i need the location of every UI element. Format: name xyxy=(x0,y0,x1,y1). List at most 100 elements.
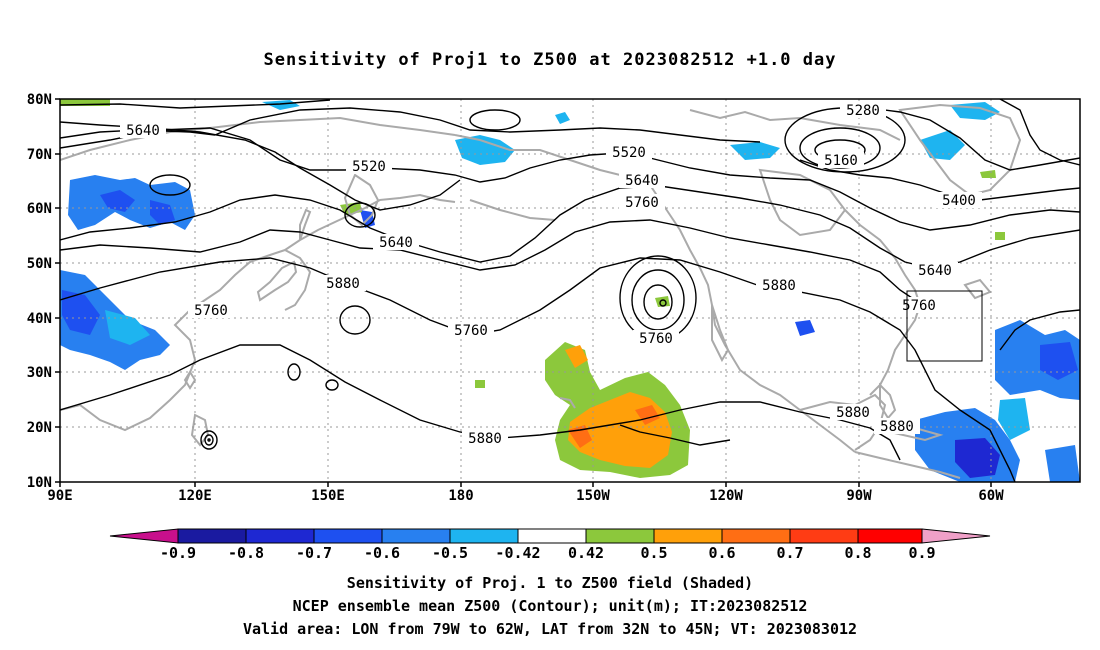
colorbar-cell xyxy=(789,528,859,544)
contour-label: 5640 xyxy=(126,123,160,139)
contour-5280-ring xyxy=(784,107,906,173)
contour-label: 5880 xyxy=(836,405,870,421)
contour-label: 5880 xyxy=(762,278,796,294)
shade-negative-siberia-core xyxy=(100,190,135,212)
colorbar-cell xyxy=(381,528,451,544)
colorbar-label: -0.9 xyxy=(160,544,196,562)
colorbar-label: -0.7 xyxy=(296,544,332,562)
lat-label: 40N xyxy=(27,311,52,327)
contour-siberia-low xyxy=(149,174,191,196)
shade-negative-atlantic-mid xyxy=(998,398,1030,440)
contour-gulf-trough xyxy=(619,424,731,446)
lon-axis-labels: 90E 120E 150E 180 150W 120W 90W 60W xyxy=(47,488,1004,504)
contour-cutoff-low-mid xyxy=(631,269,685,331)
lat-label: 80N xyxy=(27,92,52,108)
coast-taiwan xyxy=(183,370,197,390)
shade-negative-arctic3 xyxy=(730,142,780,160)
contour-5520 xyxy=(60,127,1080,231)
contour-label: 5280 xyxy=(846,103,880,119)
shade-positive-small6 xyxy=(995,232,1005,240)
contour-label: 5520 xyxy=(612,145,646,161)
coast-south-america xyxy=(854,451,961,479)
coast-kamchatka xyxy=(343,173,380,227)
coast-sakhalin xyxy=(299,208,312,241)
contour-pacific-high3 xyxy=(325,379,339,391)
lon-label: 90E xyxy=(47,488,72,504)
colorbar-label: 0.8 xyxy=(844,544,871,562)
shade-negative-caribbean-core xyxy=(955,438,1000,478)
contour-pacific-high xyxy=(339,305,371,335)
contour-label: 5400 xyxy=(942,193,976,209)
shade-negative-arctic1 xyxy=(455,135,515,165)
sensitivity-shading xyxy=(60,99,1080,482)
valid-area-box xyxy=(906,290,983,362)
coast-hawaii xyxy=(559,397,576,409)
lat-label: 10N xyxy=(27,475,52,491)
coast-russia-pacific xyxy=(284,193,456,251)
colorbar-label: 0.42 xyxy=(568,544,604,562)
contour-5760 xyxy=(60,219,916,301)
lon-label: 150W xyxy=(576,488,610,504)
axis-ticks xyxy=(55,98,992,487)
colorbar-label: 0.7 xyxy=(776,544,803,562)
contour-typhoon-core xyxy=(207,438,211,442)
caption-contour: NCEP ensemble mean Z500 (Contour); unit(… xyxy=(292,597,808,615)
contour-label: 5760 xyxy=(625,195,659,211)
lat-label: 70N xyxy=(27,147,52,163)
colorbar-cell xyxy=(109,528,179,544)
contour-5640 xyxy=(60,185,1080,269)
coast-philippines xyxy=(190,413,210,447)
contour-label: 5880 xyxy=(468,431,502,447)
lon-label: 90W xyxy=(846,488,872,504)
contour-label: 5520 xyxy=(352,159,386,175)
caption-valid-area: Valid area: LON from 79W to 62W, LAT fro… xyxy=(242,620,858,638)
lon-label: 120W xyxy=(709,488,743,504)
contour-pacific-high2 xyxy=(287,363,301,381)
shade-negative-atlantic-south xyxy=(1045,445,1080,482)
lat-label: 50N xyxy=(27,256,52,272)
plot-frame xyxy=(59,98,1081,483)
caption-shading: Sensitivity of Proj. 1 to Z500 field (Sh… xyxy=(346,574,754,592)
colorbar-labels: -0.9 -0.8 -0.7 -0.6 -0.5 -0.42 0.42 0.5 … xyxy=(160,544,936,562)
shade-negative-arctic2 xyxy=(555,112,570,124)
coast-canada-arctic xyxy=(689,109,901,141)
shade-negative-china-core xyxy=(62,290,100,335)
colorbar-cell xyxy=(921,528,991,544)
colorbar-cell xyxy=(517,528,587,544)
colorbar-cell xyxy=(857,528,923,544)
contour-cutoff-low-inner xyxy=(643,284,673,320)
contour-bering-low xyxy=(469,109,521,131)
colorbar-label: 0.9 xyxy=(908,544,935,562)
map-title: Sensitivity of Proj1 to Z500 at 20230825… xyxy=(263,50,837,70)
shade-positive-small5 xyxy=(475,380,485,388)
contour-label: 5760 xyxy=(639,331,673,347)
contour-label: 5880 xyxy=(326,276,360,292)
contour-5880 xyxy=(60,257,1016,482)
lat-axis-labels: 80N 70N 60N 50N 40N 30N 20N 10N xyxy=(27,92,52,491)
colorbar-label: -0.42 xyxy=(495,544,540,562)
shade-positive-pacific-north xyxy=(565,345,588,368)
z500-contours xyxy=(60,99,1080,482)
contour-cutoff-low-core xyxy=(659,299,667,307)
colorbar xyxy=(109,528,991,544)
colorbar-label: 0.6 xyxy=(708,544,735,562)
colorbar-cell xyxy=(313,528,383,544)
contour-typhoon-outer xyxy=(200,430,218,450)
colorbar-cell xyxy=(245,528,315,544)
lon-label: 150E xyxy=(311,488,345,504)
coast-florida xyxy=(879,382,897,420)
coastlines xyxy=(60,103,1022,479)
contour-atlantic-5880 xyxy=(999,309,1080,351)
shade-negative-siberia-2 xyxy=(150,200,175,225)
colorbar-cell xyxy=(585,528,655,544)
colorbar-label: 0.5 xyxy=(640,544,667,562)
contour-arctic2 xyxy=(60,99,331,109)
contour-east-lobe xyxy=(869,107,1080,171)
coast-newfoundland xyxy=(963,278,992,300)
lon-label: 120E xyxy=(178,488,212,504)
shade-positive-pacific-darkorange2 xyxy=(635,405,660,425)
coast-aleutians xyxy=(469,199,556,221)
coast-alaska xyxy=(454,134,856,453)
contour-label: 5640 xyxy=(625,173,659,189)
lat-label: 60N xyxy=(27,201,52,217)
